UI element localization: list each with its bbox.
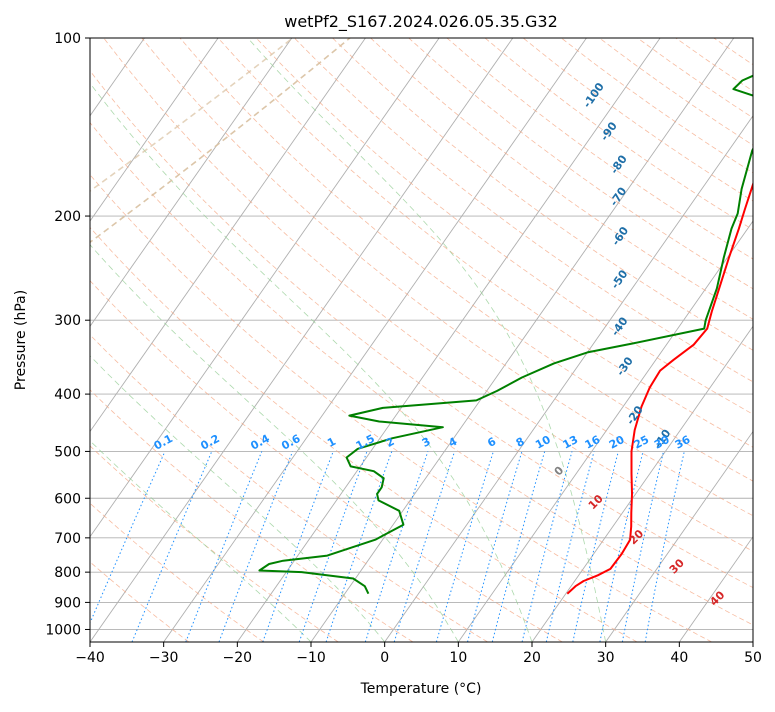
dry-adiabat xyxy=(676,38,775,642)
x-tick-label: 10 xyxy=(449,650,467,666)
plot-area xyxy=(0,38,775,642)
isotherm-line xyxy=(606,38,775,642)
mixing-ratio-line xyxy=(573,451,619,642)
y-tick-label: 800 xyxy=(54,565,81,581)
moist-adiabat xyxy=(58,38,532,642)
moist-adiabat xyxy=(0,38,311,642)
x-tick-label: 50 xyxy=(744,650,762,666)
mixing-ratio-label: 36 xyxy=(673,433,693,452)
mixing-ratio-label: 1 xyxy=(325,435,338,450)
isotherm-line xyxy=(0,38,365,642)
dry-adiabat xyxy=(333,38,775,642)
isotherm-line xyxy=(311,38,734,642)
mixing-ratio-label: 20 xyxy=(607,433,627,452)
dry-adiabat xyxy=(104,38,775,642)
isotherm-label: -60 xyxy=(609,224,631,248)
isotherm-label: -70 xyxy=(607,185,629,209)
isotherm-line xyxy=(90,38,513,642)
mixing-ratio-label: 1.5 xyxy=(354,432,377,453)
y-tick-label: 300 xyxy=(54,313,81,329)
mixing-ratio-line xyxy=(645,451,684,642)
mixing-ratio-line xyxy=(546,451,594,642)
mixing-ratio-line xyxy=(492,451,544,642)
y-tick-label: 200 xyxy=(54,209,81,225)
dry-adiabat-label: 10 xyxy=(586,492,606,512)
dry-adiabat xyxy=(0,38,264,642)
isotherm-label: -20 xyxy=(624,403,646,427)
dry-adiabat xyxy=(0,38,562,642)
dry-adiabat xyxy=(0,38,338,642)
x-axis-label: Temperature (°C) xyxy=(360,681,482,697)
mixing-ratio-label: 10 xyxy=(533,433,553,452)
dry-adiabat xyxy=(409,38,775,642)
mixing-ratio-line xyxy=(365,451,428,642)
dry-adiabat-label: 40 xyxy=(707,588,727,608)
dry-adiabat xyxy=(0,38,488,642)
isotherm-label: -50 xyxy=(608,267,630,291)
mixing-ratio-label: 0.6 xyxy=(279,432,303,453)
dry-adiabat xyxy=(485,38,775,642)
chart-title: wetPf2_S167.2024.026.05.35.G32 xyxy=(284,12,558,32)
x-tick-label: 40 xyxy=(670,650,688,666)
mixing-ratio-line xyxy=(82,451,165,642)
isotherm-line xyxy=(385,38,775,642)
saturation-curve xyxy=(0,38,293,642)
dry-adiabat xyxy=(142,38,775,642)
isotherm-line xyxy=(164,38,587,642)
y-axis-label: Pressure (hPa) xyxy=(13,290,29,390)
y-tick-label: 900 xyxy=(54,595,81,611)
mixing-ratio-line xyxy=(132,451,212,642)
mixing-ratio-label: 0.4 xyxy=(248,432,272,453)
dry-adiabat xyxy=(638,38,775,642)
mixing-ratio-label: 0.1 xyxy=(152,432,175,453)
isotherm-label: -80 xyxy=(608,152,630,176)
isotherm-line xyxy=(753,38,775,642)
x-tick-label: 30 xyxy=(597,650,615,666)
y-tick-label: 400 xyxy=(54,387,81,403)
x-tick-label: −30 xyxy=(149,650,179,666)
mixing-ratio-line xyxy=(622,451,663,642)
y-tick-label: 500 xyxy=(54,444,81,460)
x-tick-label: −40 xyxy=(75,650,105,666)
dry-adiabat-label: 30 xyxy=(667,556,687,576)
x-tick-label: 0 xyxy=(380,650,389,666)
dry-adiabat-label: 0 xyxy=(552,464,567,479)
y-tick-label: 1000 xyxy=(45,622,81,638)
mixing-ratio-line xyxy=(600,451,643,642)
mixing-ratio-line xyxy=(263,451,333,642)
x-tick-label: 20 xyxy=(523,650,541,666)
isotherm-label: -100 xyxy=(580,80,607,110)
dry-adiabat xyxy=(371,38,775,642)
isotherm-label: -30 xyxy=(614,354,636,378)
mixing-ratio-label: 4 xyxy=(446,435,459,450)
isotherm-line xyxy=(0,38,71,642)
isotherm-line xyxy=(16,38,439,642)
x-tick-label: −20 xyxy=(223,650,253,666)
dry-adiabat-label: 20 xyxy=(626,527,646,547)
y-tick-label: 700 xyxy=(54,531,81,547)
mixing-ratio-label: 16 xyxy=(583,433,603,452)
isotherm-line xyxy=(0,38,218,642)
moist-adiabat xyxy=(0,38,385,642)
temperature-profile xyxy=(567,38,775,594)
dry-adiabat xyxy=(294,38,775,642)
mixing-ratio-line xyxy=(326,451,392,642)
mixing-ratio-line xyxy=(436,451,493,642)
mixing-ratio-label: 0.2 xyxy=(198,432,221,453)
mixing-ratio-label: 13 xyxy=(561,433,581,452)
x-tick-label: −10 xyxy=(296,650,326,666)
dry-adiabat xyxy=(0,38,413,642)
y-tick-label: 600 xyxy=(54,491,81,507)
dry-adiabat xyxy=(599,38,775,642)
y-tick-label: 100 xyxy=(54,31,81,47)
